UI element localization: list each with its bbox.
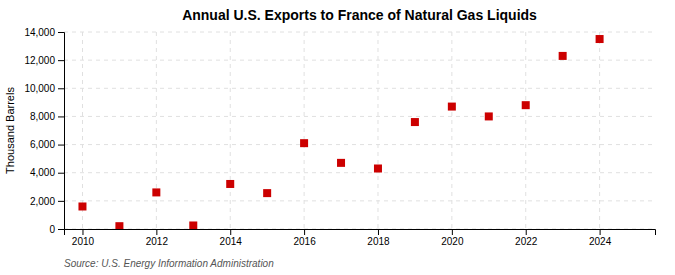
point [189, 221, 197, 229]
x-grid-line [451, 32, 452, 229]
point [226, 180, 234, 188]
point [263, 189, 271, 197]
y-tick-mark [58, 229, 64, 230]
point [300, 139, 308, 147]
y-tick-mark [58, 116, 64, 117]
point [374, 164, 382, 172]
x-tick-mark [304, 229, 305, 235]
y-tick-mark [58, 60, 64, 61]
y-tick-mark [58, 32, 64, 33]
point [115, 222, 123, 229]
grid [64, 32, 655, 229]
y-tick: 2,000 [30, 196, 64, 207]
x-tick: 2022 [515, 229, 538, 247]
y-tick-label: 2,000 [30, 196, 55, 207]
point [485, 112, 493, 120]
y-tick-label: 4,000 [30, 167, 55, 178]
y-grid-line [64, 172, 655, 173]
title: Annual U.S. Exports to France of Natural… [182, 7, 537, 23]
y-tick: 14,000 [24, 27, 64, 38]
x-tick-label: 2012 [146, 236, 169, 247]
y-tick: 0 [49, 224, 64, 235]
y-tick-label: 10,000 [24, 83, 55, 94]
point [559, 52, 567, 60]
y-tick-mark [58, 145, 64, 146]
point [596, 35, 604, 43]
x-tick: 2018 [367, 229, 390, 247]
y-grid-line [64, 200, 655, 201]
source-note: Source: U.S. Energy Information Administ… [64, 258, 274, 269]
x-tick: 2014 [220, 229, 243, 247]
x-grid-line [525, 32, 526, 229]
x-tick-mark [600, 229, 601, 235]
points [78, 35, 603, 229]
y-axis-line [58, 33, 65, 230]
y-grid-line [64, 32, 655, 33]
y-tick-label: 14,000 [24, 27, 55, 38]
x-tick: 2010 [72, 229, 95, 247]
x-tick-mark [378, 229, 379, 235]
y-axis-label: Thousand Barrels [4, 87, 16, 174]
point [411, 118, 419, 126]
x-tick-label: 2020 [441, 236, 464, 247]
y-tick-label: 8,000 [30, 111, 55, 122]
y-grid-line [64, 88, 655, 89]
x-tick-mark [452, 229, 453, 235]
plot: 2010 2012 2014 2016 2018 2020 2022 2024 0 2,000 4,… [24, 27, 655, 247]
point [337, 159, 345, 167]
x-grid-line [304, 32, 305, 229]
x-tick-label: 2022 [515, 236, 538, 247]
y-tick-mark [58, 88, 64, 89]
point [152, 188, 160, 196]
y-tick-mark [58, 201, 64, 202]
y-tick: 10,000 [24, 83, 64, 94]
x-axis: 2010 2012 2014 2016 2018 2020 2022 2024 [65, 229, 656, 247]
x-tick-mark [156, 229, 157, 235]
y-axis: 0 2,000 4,000 6,000 8,000 10,000 12,000 14,000 [24, 27, 64, 235]
x-tick-label: 2018 [367, 236, 390, 247]
y-tick-mark [58, 173, 64, 174]
chart: 2010 2012 2014 2016 2018 2020 2022 2024 0 2,000 4,… [0, 0, 675, 275]
point [78, 202, 86, 210]
y-tick-label: 6,000 [30, 139, 55, 150]
x-tick-mark [526, 229, 527, 235]
x-axis-line [65, 230, 656, 236]
x-tick-label: 2024 [589, 236, 612, 247]
x-tick: 2020 [441, 229, 464, 247]
x-grid-line [82, 32, 83, 229]
x-tick-label: 2014 [220, 236, 243, 247]
x-tick: 2024 [589, 229, 612, 247]
y-grid-line [64, 116, 655, 117]
x-tick: 2012 [146, 229, 169, 247]
y-tick-label: 12,000 [24, 55, 55, 66]
x-grid-line [156, 32, 157, 229]
point [522, 101, 530, 109]
x-tick-mark [82, 229, 83, 235]
y-tick: 4,000 [30, 167, 64, 178]
point [448, 103, 456, 111]
x-grid-line [599, 32, 600, 229]
x-grid-line [377, 32, 378, 229]
y-tick: 8,000 [30, 111, 64, 122]
x-tick: 2016 [293, 229, 316, 247]
x-tick-label: 2010 [72, 236, 95, 247]
y-grid-line [64, 144, 655, 145]
x-tick-label: 2016 [293, 236, 316, 247]
y-tick: 6,000 [30, 139, 64, 150]
y-tick-label: 0 [49, 224, 55, 235]
y-tick: 12,000 [24, 55, 64, 66]
x-grid-line [230, 32, 231, 229]
x-tick-mark [230, 229, 231, 235]
